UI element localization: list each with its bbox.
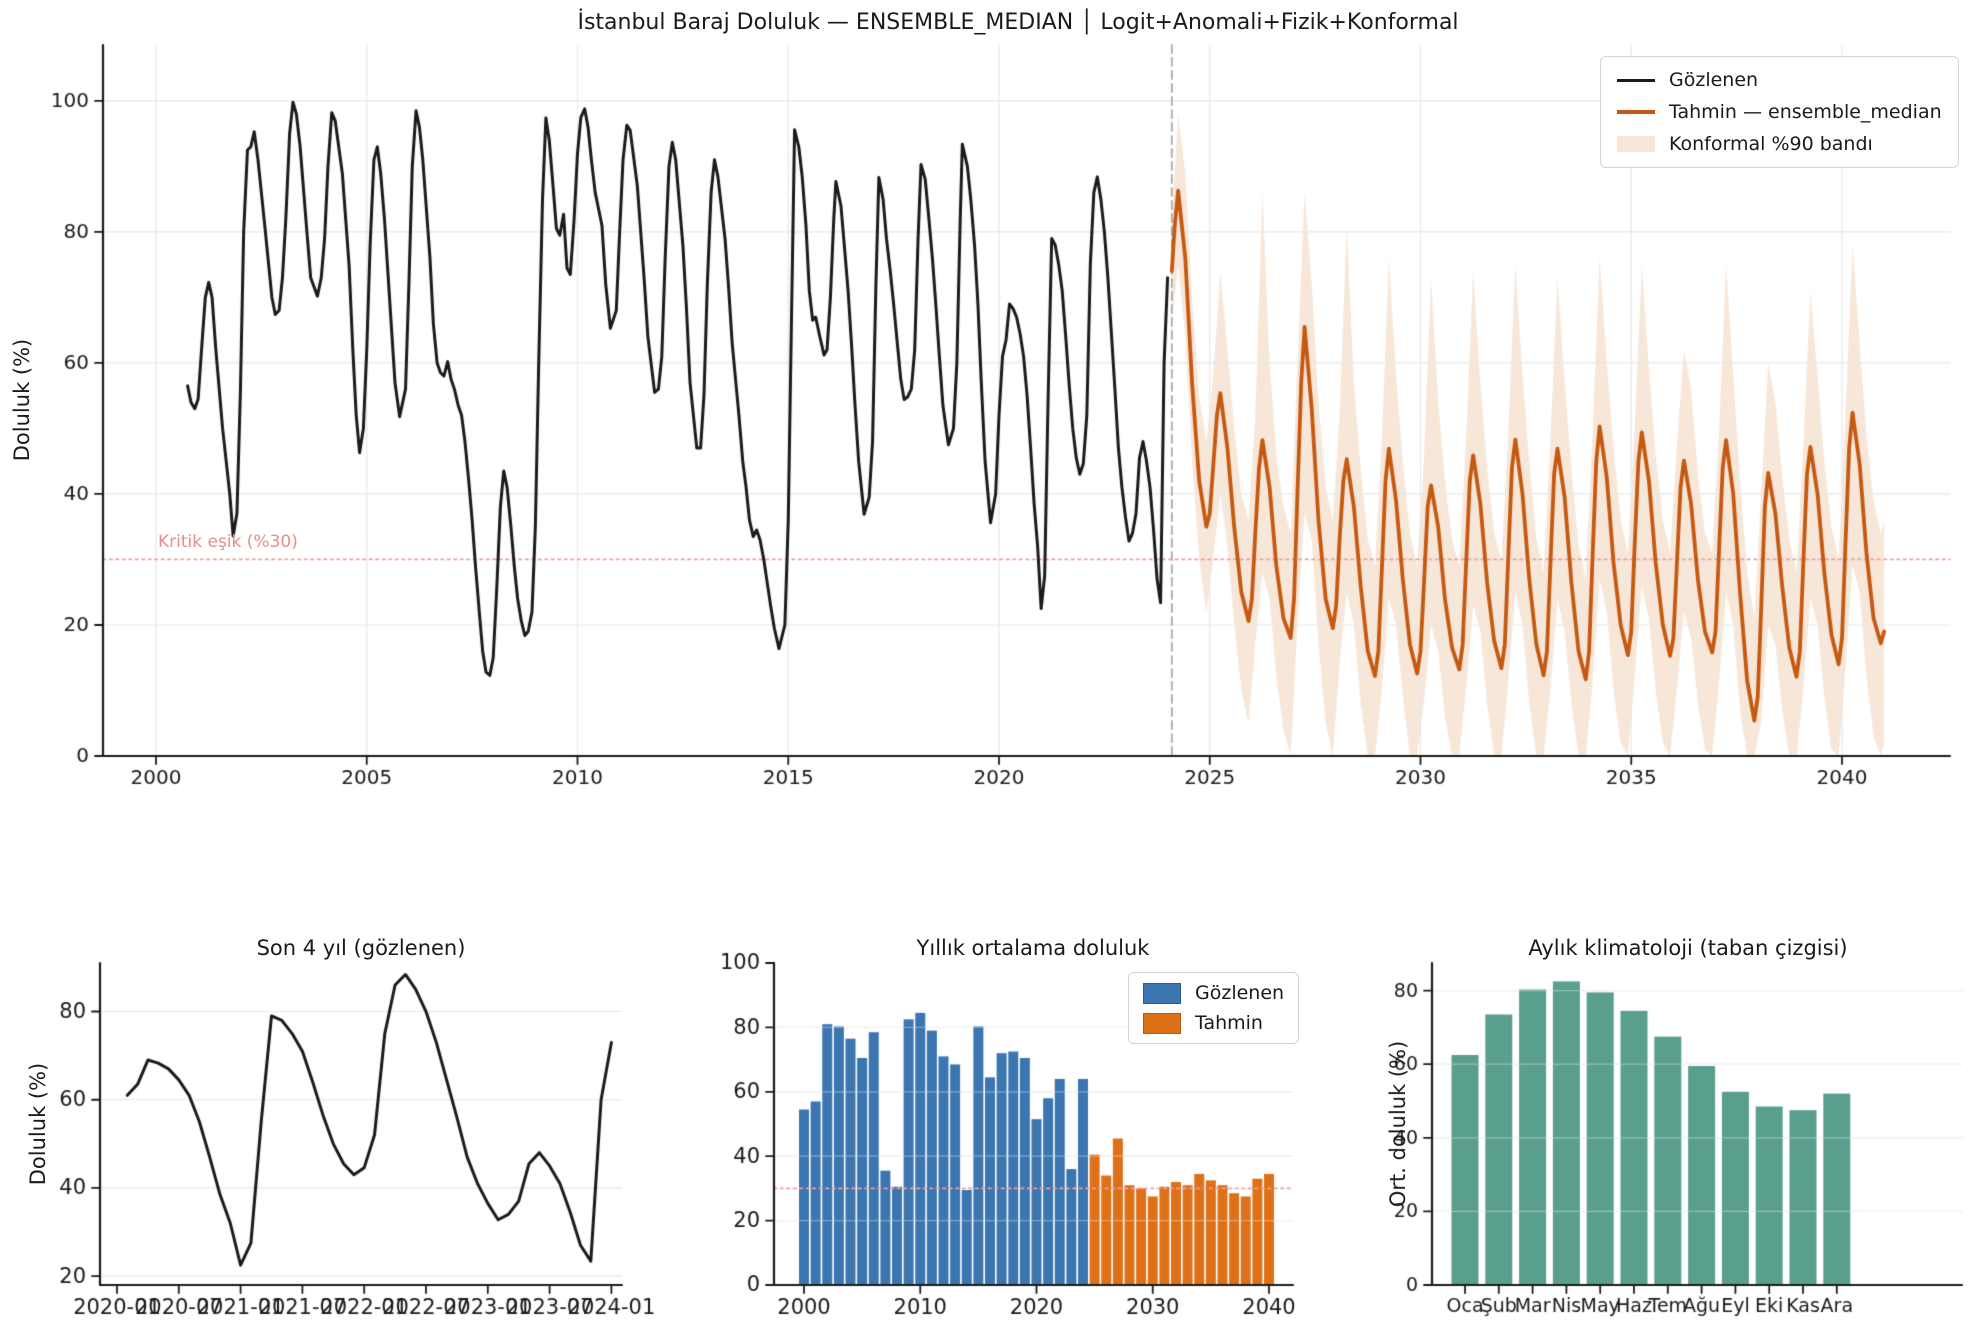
- observed-bar-swatch-icon: [1143, 982, 1181, 1004]
- legend-label: Gözlenen: [1669, 69, 1759, 91]
- annual-chart-title: Yıllık ortalama doluluk: [916, 936, 1150, 960]
- legend-item-forecast: Tahmin — ensemble_median: [1617, 101, 1942, 123]
- recent-chart-title: Son 4 yıl (gözlenen): [256, 936, 466, 960]
- observed-line-swatch-icon: [1617, 78, 1655, 82]
- legend-label: Tahmin: [1195, 1012, 1263, 1034]
- critical-threshold-label: Kritik eşik (%30): [158, 532, 298, 552]
- legend-item-forecast-bars: Tahmin: [1143, 1012, 1284, 1034]
- legend-label: Konformal %90 bandı: [1669, 133, 1873, 155]
- forecast-bar-swatch-icon: [1143, 1012, 1181, 1034]
- legend-label: Tahmin — ensemble_median: [1669, 101, 1942, 123]
- main-chart-title: İstanbul Baraj Doluluk — ENSEMBLE_MEDIAN…: [577, 10, 1459, 35]
- main-y-axis-label: Doluluk (%): [10, 338, 34, 462]
- legend-item-band: Konformal %90 bandı: [1617, 133, 1942, 155]
- legend-item-observed-bars: Gözlenen: [1143, 982, 1284, 1004]
- legend-item-observed: Gözlenen: [1617, 69, 1942, 91]
- annual-chart-legend: Gözlenen Tahmin: [1128, 972, 1300, 1044]
- legend-label: Gözlenen: [1195, 982, 1285, 1004]
- climatology-chart-title: Aylık klimatoloji (taban çizgisi): [1528, 936, 1848, 960]
- main-chart-legend: Gözlenen Tahmin — ensemble_median Konfor…: [1600, 56, 1959, 168]
- conformal-band-swatch-icon: [1617, 136, 1655, 152]
- climatology-y-axis-label: Ort. doluluk (%): [1386, 1040, 1410, 1208]
- recent-y-axis-label: Doluluk (%): [26, 1062, 50, 1186]
- forecast-line-swatch-icon: [1617, 110, 1655, 114]
